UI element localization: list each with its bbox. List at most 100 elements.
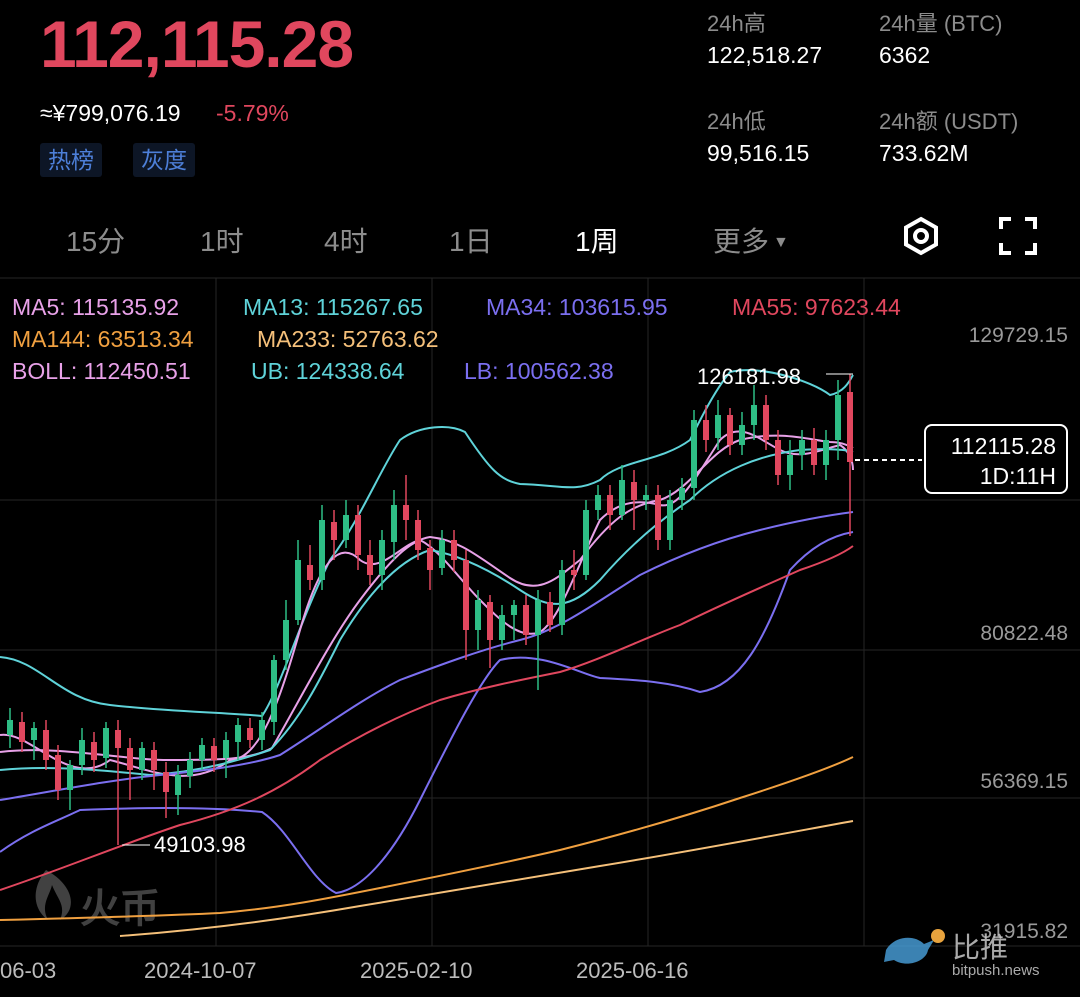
candle-body	[271, 660, 277, 722]
candles-group	[7, 374, 853, 845]
candle-body	[67, 765, 73, 790]
current-price-value: 112115.28	[950, 433, 1056, 459]
candle-body	[607, 495, 613, 515]
candle-body	[343, 515, 349, 540]
candle-body	[319, 520, 325, 580]
candle-body	[751, 405, 757, 425]
boll-mid-line	[0, 434, 854, 762]
tab-1d[interactable]: 1日	[449, 226, 493, 257]
candle-body	[583, 510, 589, 575]
x-label-2: 2024-10-07	[144, 958, 257, 983]
ma34-label: MA34: 103615.95	[486, 294, 668, 320]
boll-label: BOLL: 112450.51	[12, 358, 191, 384]
candle-body	[295, 560, 301, 620]
tab-15m[interactable]: 15分	[66, 226, 126, 257]
candle-body	[691, 420, 697, 488]
ma55-line	[0, 545, 854, 891]
candle-body	[115, 730, 121, 748]
y-label-1: 129729.15	[968, 324, 1068, 347]
ma233-line	[119, 820, 854, 937]
ma5-label: MA5: 115135.92	[12, 294, 180, 320]
cny-price: ≈¥799,076.19	[40, 100, 181, 126]
candle-body	[55, 755, 61, 790]
change-percent: -5.79%	[216, 100, 289, 126]
candle-body	[259, 720, 265, 740]
x-label-4: 2025-06-16	[576, 958, 689, 983]
candle-body	[355, 515, 361, 555]
candle-body	[523, 605, 529, 635]
caret-down-icon: ▼	[773, 234, 789, 251]
candle-body	[211, 746, 217, 760]
bird-logo	[884, 929, 945, 964]
candle-body	[463, 560, 469, 630]
candle-body	[595, 495, 601, 510]
high-label: 24h高	[707, 11, 766, 36]
candle-body	[19, 722, 25, 742]
candle-body	[655, 495, 661, 540]
ma233-label: MA233: 52763.62	[257, 326, 439, 352]
candle-body	[163, 772, 169, 792]
candle-body	[247, 728, 253, 740]
candle-body	[547, 602, 553, 625]
candle-body	[367, 555, 373, 575]
tab-1w[interactable]: 1周	[575, 226, 619, 257]
candle-body	[31, 728, 37, 740]
candle-body	[631, 482, 637, 500]
last-price: 112,115.28	[40, 7, 354, 81]
volume-value: 6362	[879, 42, 931, 68]
current-price-tag: 112115.28 1D:11H	[924, 424, 1068, 494]
candle-body	[127, 748, 133, 770]
settings-icon[interactable]	[900, 215, 942, 257]
candle-body	[619, 480, 625, 515]
candle-countdown: 1D:11H	[979, 463, 1056, 489]
ma13-line	[0, 448, 854, 777]
fullscreen-icon[interactable]	[998, 216, 1038, 256]
boll-lower-line	[0, 531, 854, 895]
candle-body	[79, 740, 85, 765]
candle-body	[487, 602, 493, 640]
tab-more-label: 更多	[713, 226, 770, 257]
candle-body	[727, 415, 733, 445]
y-label-4: 31915.82	[980, 920, 1068, 943]
candle-body	[667, 500, 673, 540]
boll-upper-line	[0, 369, 854, 718]
candle-body	[847, 392, 853, 462]
candle-body	[427, 548, 433, 570]
tag-grayscale[interactable]: 灰度	[133, 143, 195, 177]
candle-body	[451, 540, 457, 560]
candle-body	[763, 405, 769, 440]
candle-body	[643, 495, 649, 500]
candle-body	[511, 605, 517, 615]
candle-body	[439, 540, 445, 568]
y-label-3: 56369.15	[980, 770, 1068, 793]
candle-body	[331, 522, 337, 540]
candle-body	[739, 425, 745, 445]
candle-body	[775, 440, 781, 475]
candle-body	[823, 440, 829, 465]
candle-body	[307, 565, 313, 580]
candle-body	[235, 725, 241, 742]
svg-text:火币: 火币	[80, 887, 160, 931]
candle-body	[139, 748, 145, 770]
amount-value: 733.62M	[879, 140, 969, 166]
candle-body	[787, 455, 793, 475]
y-label-2: 80822.48	[980, 622, 1068, 645]
tab-1h[interactable]: 1时	[200, 226, 244, 257]
high-value: 122,518.27	[707, 42, 823, 68]
tab-4h[interactable]: 4时	[324, 226, 368, 257]
candle-body	[103, 728, 109, 758]
tag-hot[interactable]: 热榜	[40, 143, 102, 177]
candle-body	[571, 570, 577, 575]
candle-body	[223, 740, 229, 758]
candle-body	[403, 505, 409, 520]
amount-label: 24h额 (USDT)	[879, 109, 1019, 134]
low-marker: 49103.98	[154, 832, 246, 857]
x-label-1: 06-03	[0, 958, 57, 983]
tab-more[interactable]: 更多 ▼	[713, 220, 789, 260]
bitpush-url: bitpush.news	[952, 962, 1040, 979]
ma5-line	[0, 430, 854, 777]
low-value: 99,516.15	[707, 140, 810, 166]
candle-body	[7, 720, 13, 735]
candle-body	[187, 760, 193, 776]
